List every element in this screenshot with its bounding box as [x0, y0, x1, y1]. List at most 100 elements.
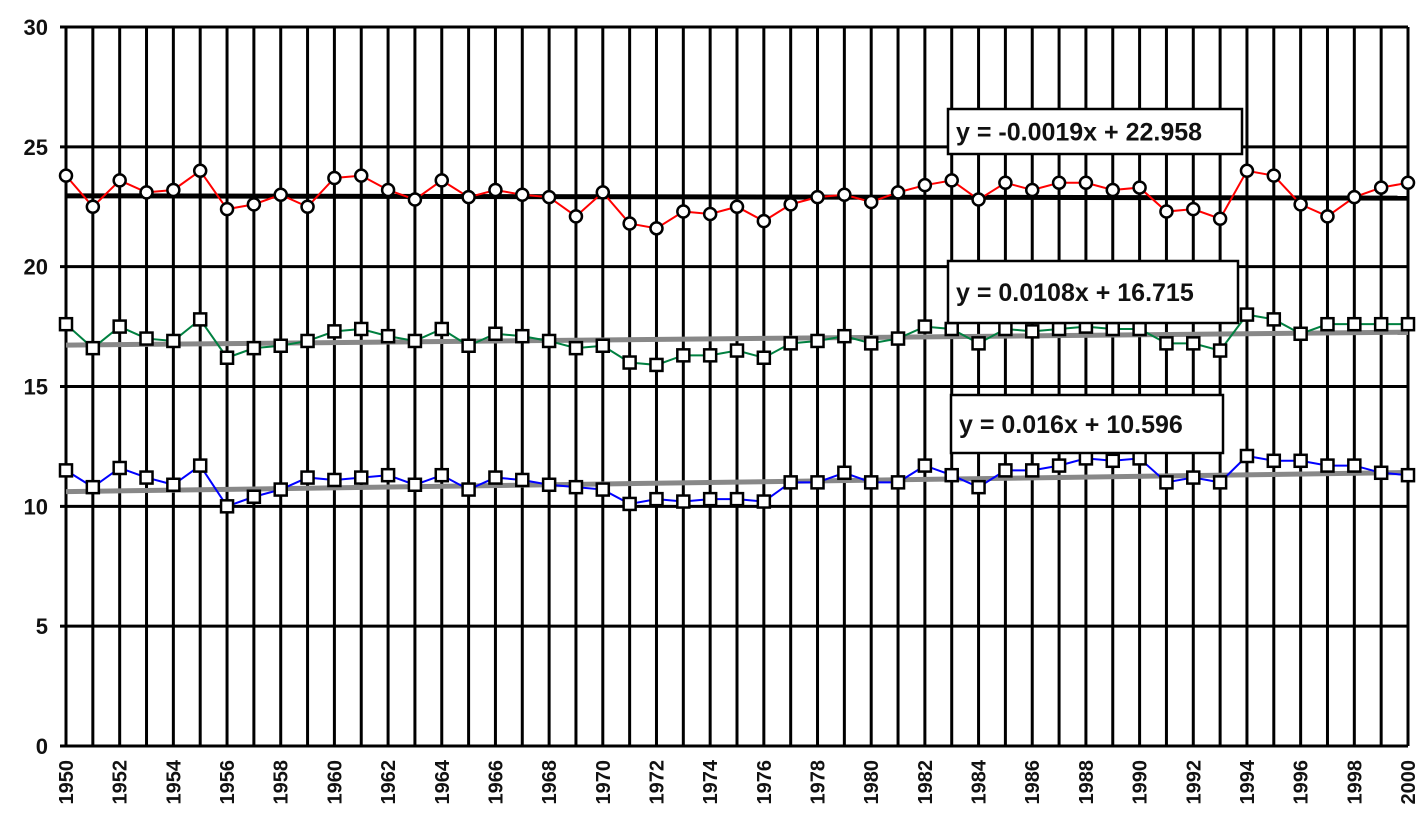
data-point — [85, 340, 101, 356]
x-tick-label: 1954 — [163, 759, 185, 804]
data-point — [890, 475, 906, 490]
data-point — [273, 482, 288, 497]
data-point — [219, 350, 235, 365]
data-point — [944, 321, 959, 337]
data-point — [810, 189, 825, 205]
data-point — [166, 333, 181, 349]
data-point — [112, 319, 127, 334]
data-point — [407, 477, 423, 493]
data-point — [1347, 458, 1362, 473]
data-point — [58, 316, 74, 332]
x-tick-label: 1998 — [1344, 760, 1366, 805]
data-point — [622, 355, 637, 370]
trend-equation-label: y = 0.0108x + 16.715 — [956, 279, 1194, 307]
data-point — [1105, 321, 1121, 337]
y-tick-label: 0 — [36, 734, 48, 759]
data-point — [944, 173, 959, 188]
data-point — [488, 182, 503, 198]
data-point — [434, 467, 450, 483]
data-point — [1266, 312, 1282, 327]
data-point — [541, 477, 557, 493]
data-point — [1159, 336, 1174, 351]
data-point — [139, 331, 154, 346]
data-point — [676, 348, 691, 363]
data-point — [1293, 453, 1308, 469]
data-point — [1373, 180, 1389, 195]
data-point — [649, 491, 664, 507]
data-point — [998, 175, 1013, 191]
x-tick-label: 2000 — [1398, 760, 1416, 805]
x-tick-label: 1960 — [324, 760, 346, 805]
data-point — [85, 199, 101, 214]
data-point — [192, 312, 208, 327]
data-point — [1373, 316, 1389, 332]
data-point — [837, 328, 852, 344]
data-point — [541, 189, 557, 205]
data-point — [380, 328, 396, 344]
data-point — [541, 333, 557, 349]
data-point — [166, 182, 181, 198]
data-point — [1051, 458, 1067, 473]
y-tick-label: 25 — [24, 135, 48, 160]
data-point — [192, 163, 208, 179]
x-tick-label: 1970 — [593, 760, 615, 805]
data-point — [676, 204, 691, 219]
data-point — [461, 338, 476, 354]
data-point — [273, 187, 288, 203]
data-point — [783, 475, 798, 490]
y-tick-label: 5 — [36, 614, 48, 639]
data-point — [1239, 307, 1255, 322]
trend-line — [65, 469, 1409, 495]
data-point — [219, 499, 235, 514]
x-tick-label: 1964 — [432, 759, 454, 804]
data-point — [434, 173, 450, 188]
data-point — [1186, 336, 1201, 351]
data-point — [353, 168, 369, 183]
data-point — [1078, 175, 1094, 191]
data-point — [810, 475, 825, 490]
data-point — [568, 340, 584, 356]
data-point — [58, 168, 74, 183]
x-tick-label: 1982 — [915, 760, 937, 805]
axes — [64, 27, 1408, 748]
data-point — [1400, 175, 1416, 191]
trend-equation-label: y = -0.0019x + 22.958 — [956, 119, 1202, 147]
data-point — [917, 458, 933, 473]
data-point — [1212, 211, 1228, 226]
x-tick-label: 1966 — [485, 760, 507, 805]
data-point — [1320, 209, 1335, 224]
data-point — [783, 197, 798, 212]
data-point — [112, 460, 127, 476]
data-point — [702, 491, 718, 507]
data-point — [1105, 453, 1121, 469]
x-tick-label: 1978 — [808, 760, 830, 805]
data-point — [1024, 182, 1040, 198]
data-point — [1159, 475, 1174, 490]
data-point — [353, 321, 369, 337]
data-point — [407, 333, 423, 349]
data-point — [515, 328, 530, 344]
data-point — [1373, 465, 1389, 481]
grid-lines — [60, 25, 1410, 748]
data-point — [1186, 201, 1201, 217]
x-tick-label: 1972 — [646, 760, 668, 805]
trend-equation-box — [946, 107, 1244, 156]
data-point — [166, 477, 181, 493]
x-tick-label: 1980 — [861, 760, 883, 805]
x-tick-label: 1976 — [754, 760, 776, 805]
data-point — [1051, 175, 1067, 191]
data-point — [246, 197, 262, 212]
data-point — [595, 482, 611, 497]
data-point — [407, 192, 423, 207]
trend-equations: y = -0.0019x + 22.958 y = 0.0108x + 16.71… — [946, 107, 1244, 455]
data-point — [729, 491, 745, 507]
data-point — [434, 321, 450, 337]
trend-line — [65, 329, 1409, 348]
data-point — [971, 192, 986, 207]
x-tick-label: 1956 — [217, 760, 239, 805]
data-point — [756, 494, 772, 509]
data-point — [971, 336, 986, 351]
data-point — [890, 331, 906, 346]
x-tick-label: 1958 — [271, 760, 293, 805]
